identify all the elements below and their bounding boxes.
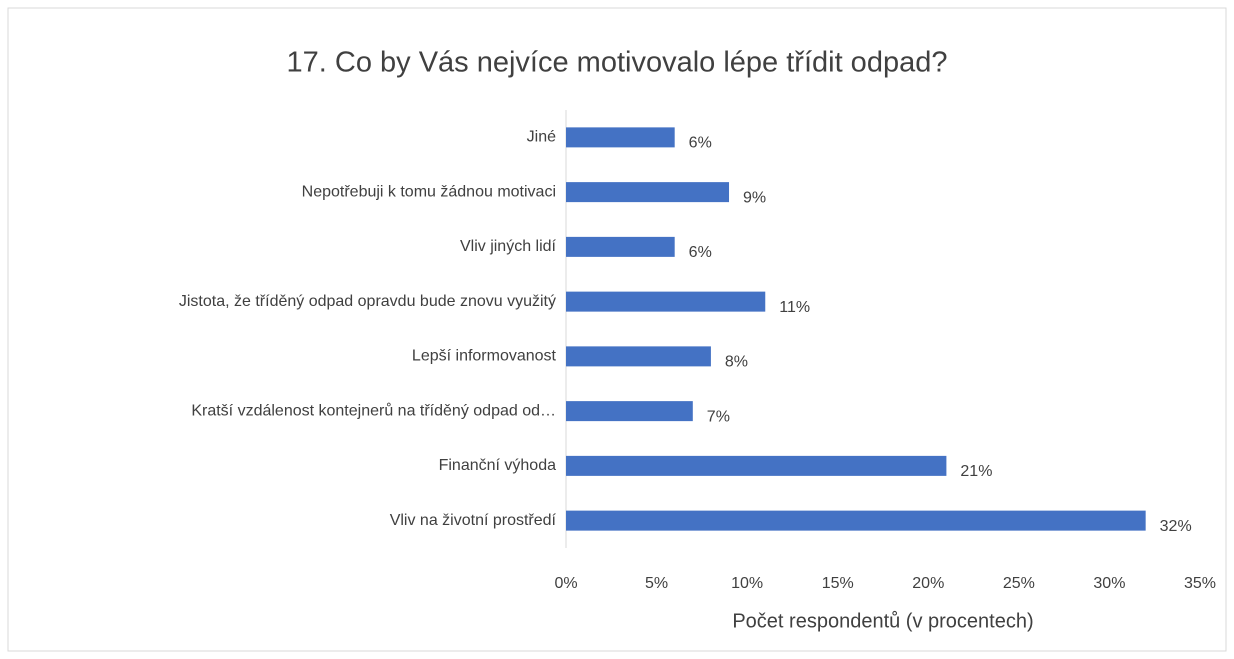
x-tick-label: 0% [554, 575, 577, 592]
bar [566, 346, 711, 367]
x-tick-label: 30% [1093, 575, 1125, 592]
y-tick-label: Nepotřebuji k tomu žádnou motivaci [302, 183, 556, 200]
chart-title: 17. Co by Vás nejvíce motivovalo lépe tř… [287, 47, 948, 79]
x-tick-label: 25% [1003, 575, 1035, 592]
y-tick-label: Vliv jiných lidí [460, 238, 557, 255]
value-label: 11% [779, 299, 810, 316]
value-label: 21% [960, 463, 992, 480]
bar [566, 401, 693, 422]
x-tick-label: 10% [731, 575, 763, 592]
chart-frame [7, 7, 1227, 652]
value-label: 32% [1160, 518, 1192, 535]
y-tick-label: Kratší vzdálenost kontejnerů na tříděný … [191, 401, 556, 419]
bar [566, 236, 675, 257]
value-label: 7% [707, 408, 730, 425]
bar [566, 510, 1146, 531]
x-tick-label: 5% [645, 575, 668, 592]
value-label: 6% [689, 135, 712, 152]
y-tick-label: Lepší informovanost [412, 348, 557, 365]
y-tick-label: Finanční výhoda [439, 457, 557, 474]
bar [566, 127, 675, 148]
value-label: 8% [725, 354, 748, 371]
x-tick-label: 15% [822, 575, 854, 592]
x-tick-label: 35% [1184, 575, 1216, 592]
x-axis-title: Počet respondentů (v procentech) [732, 610, 1033, 632]
bar [566, 455, 947, 476]
bar [566, 291, 766, 312]
value-label: 6% [689, 244, 712, 261]
y-tick-label: Jiné [527, 129, 556, 146]
value-label: 9% [743, 189, 766, 206]
bar [566, 182, 730, 203]
y-tick-label: Jistota, že tříděný odpad opravdu bude z… [179, 293, 556, 310]
y-tick-label: Vliv na životní prostředí [390, 512, 557, 529]
x-tick-label: 20% [912, 575, 944, 592]
